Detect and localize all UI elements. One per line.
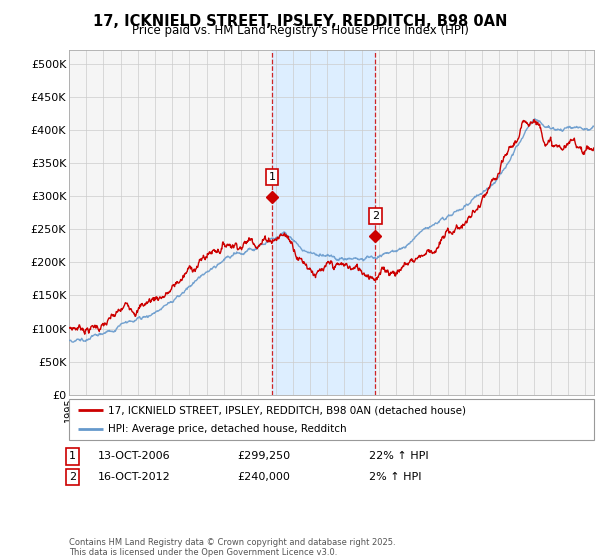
Text: 16-OCT-2012: 16-OCT-2012 [98, 472, 170, 482]
Text: £240,000: £240,000 [237, 472, 290, 482]
Text: 1: 1 [268, 172, 275, 182]
Text: Price paid vs. HM Land Registry's House Price Index (HPI): Price paid vs. HM Land Registry's House … [131, 24, 469, 37]
Text: £299,250: £299,250 [237, 451, 290, 461]
Text: 17, ICKNIELD STREET, IPSLEY, REDDITCH, B98 0AN (detached house): 17, ICKNIELD STREET, IPSLEY, REDDITCH, B… [109, 405, 466, 415]
Text: 22% ↑ HPI: 22% ↑ HPI [369, 451, 428, 461]
Bar [272, 50, 375, 395]
Text: 17, ICKNIELD STREET, IPSLEY, REDDITCH, B98 0AN: 17, ICKNIELD STREET, IPSLEY, REDDITCH, B… [93, 14, 507, 29]
Text: 13-OCT-2006: 13-OCT-2006 [98, 451, 170, 461]
Text: 2% ↑ HPI: 2% ↑ HPI [369, 472, 421, 482]
Text: 1: 1 [69, 451, 76, 461]
Text: 2: 2 [371, 211, 379, 221]
Text: 2: 2 [69, 472, 76, 482]
Text: HPI: Average price, detached house, Redditch: HPI: Average price, detached house, Redd… [109, 424, 347, 433]
Text: Contains HM Land Registry data © Crown copyright and database right 2025.
This d: Contains HM Land Registry data © Crown c… [69, 538, 395, 557]
